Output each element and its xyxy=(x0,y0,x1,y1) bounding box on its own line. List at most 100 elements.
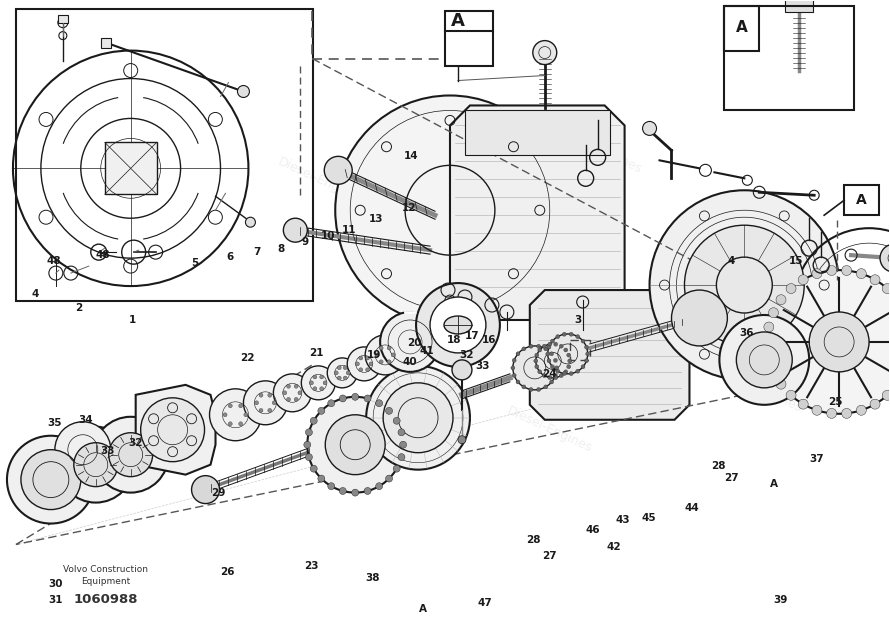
Circle shape xyxy=(554,359,557,362)
Circle shape xyxy=(570,372,573,376)
Circle shape xyxy=(554,376,558,379)
Circle shape xyxy=(391,353,395,357)
Circle shape xyxy=(768,366,779,376)
Text: 9: 9 xyxy=(301,237,308,247)
Circle shape xyxy=(246,217,255,227)
Circle shape xyxy=(812,405,822,415)
Circle shape xyxy=(776,295,786,304)
Circle shape xyxy=(287,384,290,388)
Circle shape xyxy=(550,365,554,369)
Circle shape xyxy=(511,366,514,370)
Circle shape xyxy=(268,408,271,413)
Circle shape xyxy=(255,401,259,405)
Circle shape xyxy=(313,375,317,379)
Circle shape xyxy=(534,359,538,363)
Text: 24: 24 xyxy=(543,369,557,379)
Text: 12: 12 xyxy=(402,203,417,213)
Circle shape xyxy=(336,96,565,325)
Circle shape xyxy=(346,371,350,375)
Circle shape xyxy=(305,429,312,436)
Circle shape xyxy=(191,476,220,504)
Text: 8: 8 xyxy=(277,243,284,253)
Circle shape xyxy=(567,353,570,357)
Circle shape xyxy=(550,352,554,356)
Text: 27: 27 xyxy=(543,551,557,561)
Text: 10: 10 xyxy=(320,231,335,241)
Circle shape xyxy=(283,391,287,395)
Text: 25: 25 xyxy=(829,398,843,408)
Circle shape xyxy=(364,487,371,494)
Text: A: A xyxy=(735,20,748,35)
Polygon shape xyxy=(530,290,690,420)
Circle shape xyxy=(347,347,381,381)
Text: 1: 1 xyxy=(129,314,136,325)
Text: 47: 47 xyxy=(478,598,492,608)
Circle shape xyxy=(339,487,346,494)
Ellipse shape xyxy=(444,316,472,334)
Circle shape xyxy=(776,379,786,389)
Circle shape xyxy=(576,369,579,373)
Circle shape xyxy=(352,393,359,400)
Text: 39: 39 xyxy=(773,595,788,605)
Circle shape xyxy=(671,290,727,346)
Circle shape xyxy=(559,374,563,377)
Circle shape xyxy=(400,441,407,448)
Circle shape xyxy=(535,365,538,369)
Circle shape xyxy=(55,422,110,477)
Circle shape xyxy=(364,395,371,402)
Circle shape xyxy=(554,374,557,377)
Circle shape xyxy=(798,275,808,285)
Text: 2: 2 xyxy=(76,303,83,313)
Circle shape xyxy=(570,332,573,337)
Circle shape xyxy=(882,284,890,294)
Circle shape xyxy=(303,441,311,448)
Circle shape xyxy=(529,387,533,391)
Circle shape xyxy=(581,339,585,343)
Text: 16: 16 xyxy=(482,335,497,345)
Circle shape xyxy=(537,344,540,348)
Circle shape xyxy=(547,359,551,363)
Circle shape xyxy=(563,370,568,374)
Circle shape xyxy=(550,339,554,343)
Circle shape xyxy=(856,269,866,279)
Circle shape xyxy=(74,443,117,487)
Circle shape xyxy=(324,157,352,184)
Circle shape xyxy=(827,265,837,276)
Circle shape xyxy=(542,344,546,348)
Text: 31: 31 xyxy=(49,595,63,605)
Text: 14: 14 xyxy=(404,152,418,162)
Circle shape xyxy=(337,376,341,380)
Text: 40: 40 xyxy=(402,357,417,367)
Circle shape xyxy=(458,436,466,443)
Circle shape xyxy=(325,415,385,475)
Text: 32: 32 xyxy=(129,438,143,448)
Circle shape xyxy=(555,369,560,373)
Circle shape xyxy=(430,297,486,353)
Circle shape xyxy=(550,380,554,384)
Polygon shape xyxy=(58,14,68,23)
Text: 32: 32 xyxy=(459,350,473,360)
Circle shape xyxy=(522,385,526,389)
Circle shape xyxy=(376,400,383,407)
Text: 34: 34 xyxy=(78,415,93,425)
Circle shape xyxy=(563,348,568,352)
Circle shape xyxy=(7,436,94,523)
Text: A: A xyxy=(451,12,465,30)
Text: 27: 27 xyxy=(724,472,739,482)
Circle shape xyxy=(842,265,852,276)
Text: 38: 38 xyxy=(365,573,379,583)
Text: Diesel-Engines: Diesel-Engines xyxy=(506,404,595,455)
Circle shape xyxy=(567,365,570,369)
Polygon shape xyxy=(101,38,110,48)
Circle shape xyxy=(311,417,317,424)
Circle shape xyxy=(244,413,247,417)
Circle shape xyxy=(562,372,566,376)
Circle shape xyxy=(141,398,205,462)
Circle shape xyxy=(870,275,880,285)
Circle shape xyxy=(548,342,552,346)
Circle shape xyxy=(228,422,232,426)
Circle shape xyxy=(882,391,890,400)
Circle shape xyxy=(786,284,796,294)
Circle shape xyxy=(581,365,585,369)
Text: Diesel-Engines: Diesel-Engines xyxy=(156,394,246,445)
